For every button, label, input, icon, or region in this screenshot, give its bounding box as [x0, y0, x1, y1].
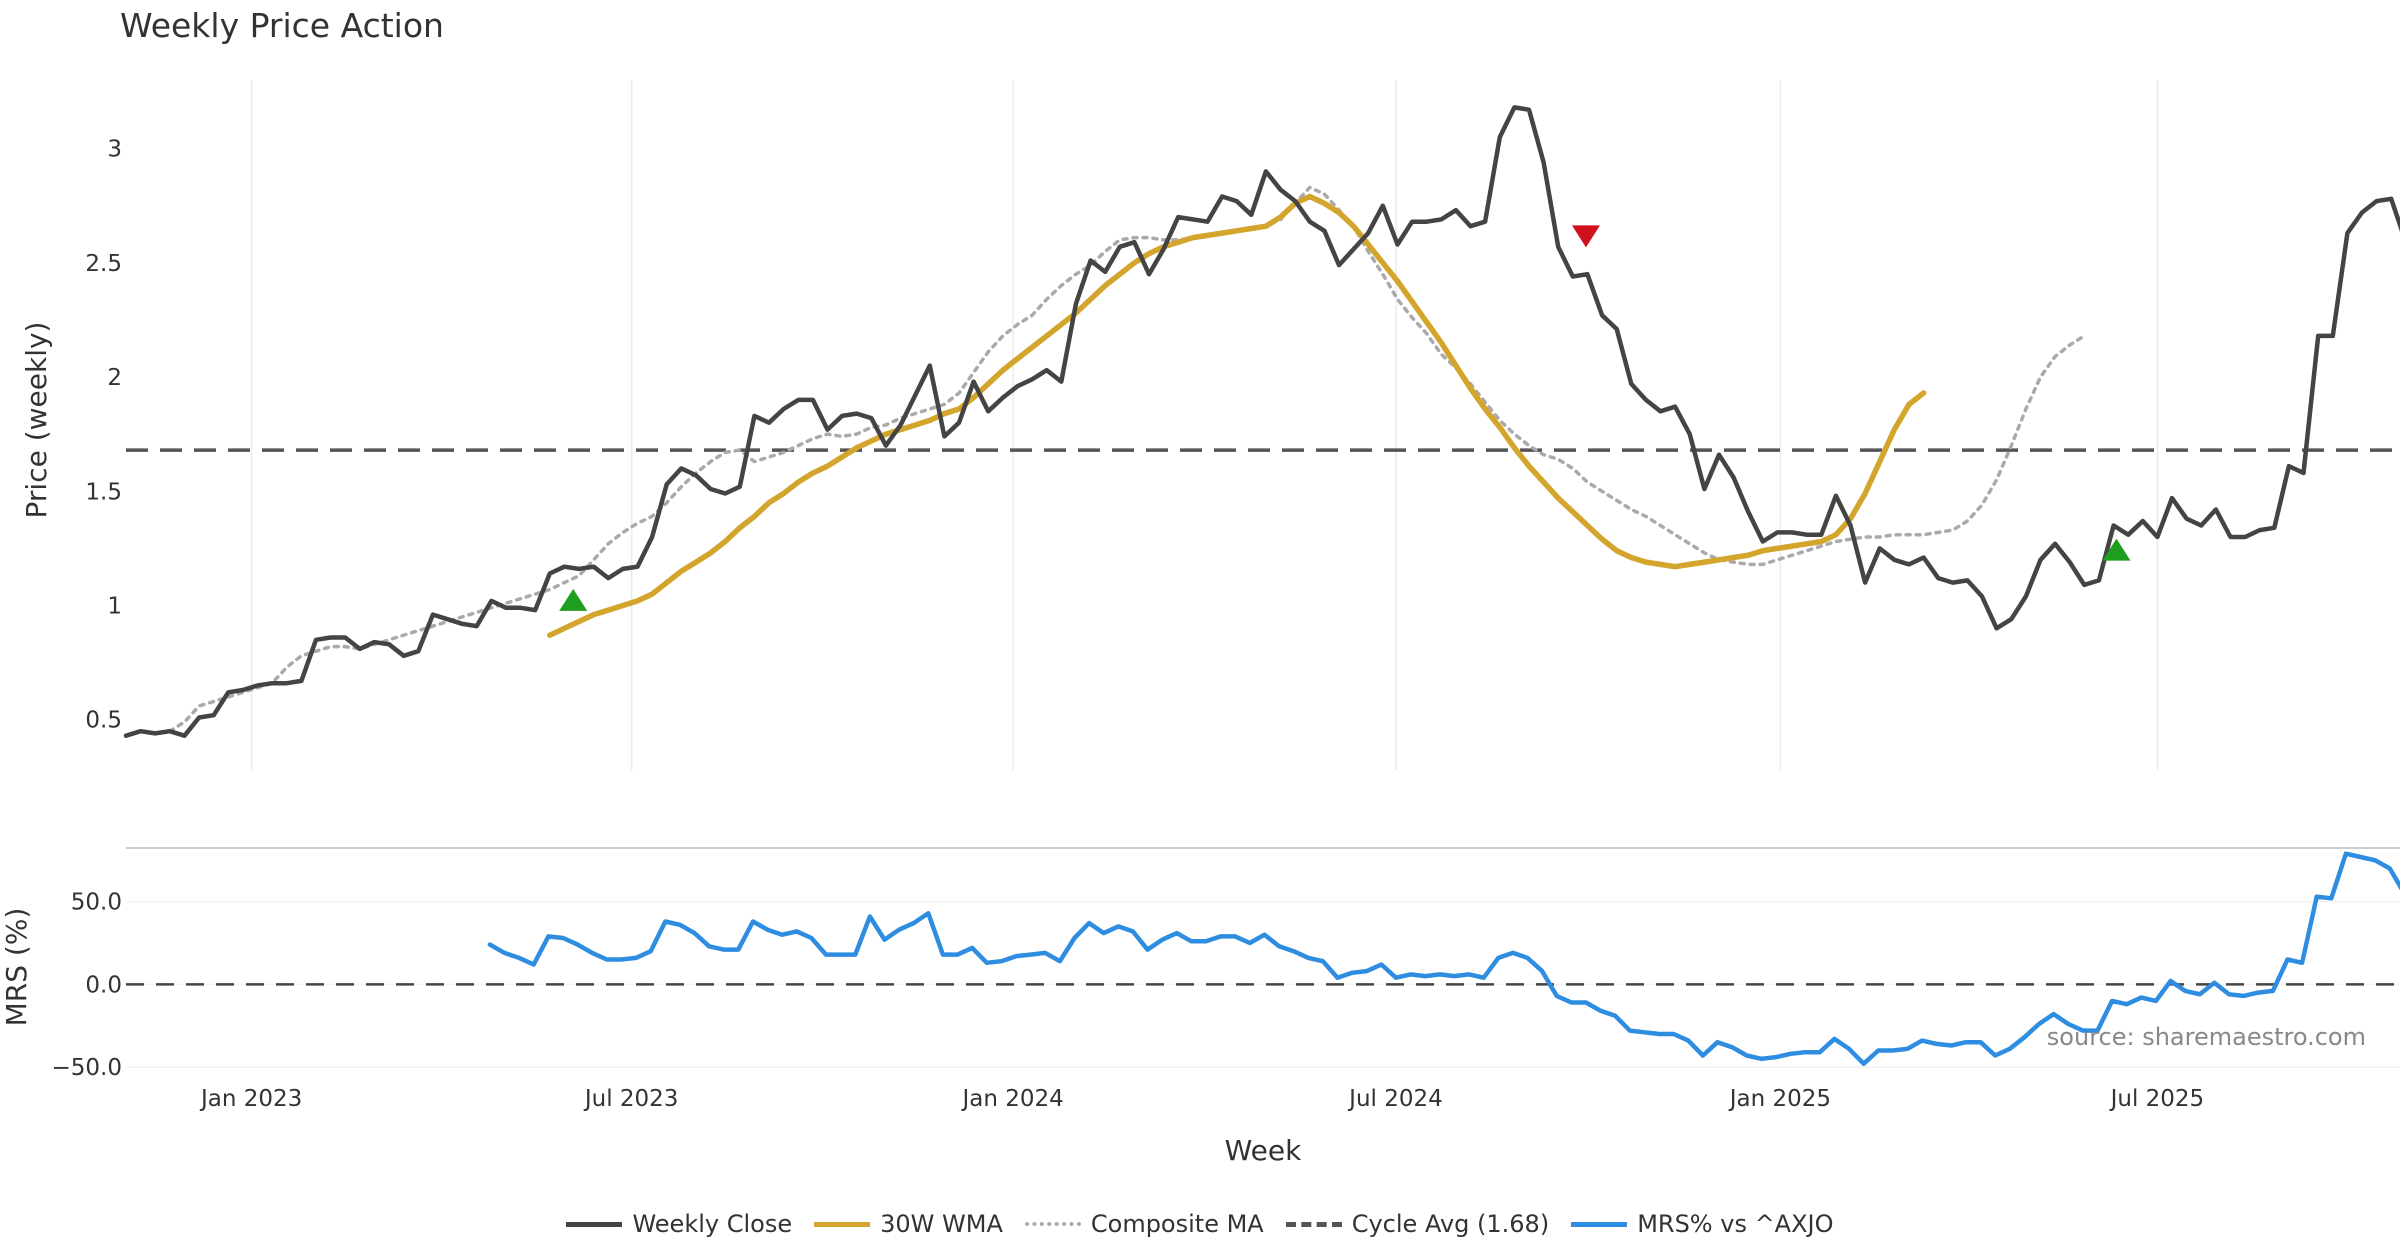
- chart-title: Weekly Price Action: [120, 6, 444, 45]
- mrs-y-tick-label: 0.0: [85, 972, 122, 998]
- axis-layer: Jan 2023 Jul 2023 Jan 2024 Jul 2024 Jan 2025…: [0, 137, 2366, 1167]
- x-tick-label: Jan 2023: [199, 1086, 302, 1112]
- legend-item: MRS% vs ^AXJO: [1571, 1210, 1834, 1238]
- legend-label: MRS% vs ^AXJO: [1637, 1210, 1834, 1238]
- wma-30w-line: [547, 193, 1927, 638]
- x-tick-label: Jul 2025: [2109, 1086, 2205, 1112]
- source-annotation: source: sharemaestro.com: [2047, 1023, 2366, 1051]
- price-y-tick-label: 2: [107, 365, 122, 391]
- mrs-line: [487, 851, 2400, 1066]
- legend-label: Composite MA: [1090, 1210, 1264, 1238]
- mrs-y-tick-label: −50.0: [52, 1055, 122, 1081]
- sell-signal-marker: [1571, 225, 1600, 248]
- weekly-close-line: [123, 105, 2400, 738]
- legend-item: Cycle Avg (1.68): [1285, 1210, 1550, 1238]
- price-y-tick-label: 2.5: [85, 251, 122, 277]
- legend-item: Composite MA: [1024, 1210, 1264, 1238]
- legend-item: Weekly Close: [566, 1210, 792, 1238]
- price-y-tick-label: 1.5: [85, 479, 122, 505]
- legend: Weekly Close 30W WMA Composite MA Cycle Avg…: [0, 1210, 2400, 1238]
- mrs-y-axis-title: MRS (%): [0, 908, 33, 1027]
- legend-swatch: [1571, 1221, 1628, 1227]
- buy-signal-marker: [2102, 538, 2131, 561]
- legend-label: Cycle Avg (1.68): [1351, 1210, 1550, 1238]
- x-tick-label: Jul 2023: [583, 1086, 679, 1112]
- x-tick-label: Jan 2025: [1728, 1086, 1831, 1112]
- legend-swatch: [814, 1221, 871, 1227]
- price-y-tick-label: 3: [107, 137, 122, 163]
- mrs-y-tick-label: 50.0: [71, 890, 122, 916]
- legend-swatch: [1285, 1221, 1342, 1227]
- price-panel: [123, 105, 2400, 738]
- x-tick-label: Jul 2024: [1347, 1086, 1443, 1112]
- legend-swatch: [566, 1221, 623, 1227]
- legend-label: Weekly Close: [632, 1210, 793, 1238]
- legend-item: 30W WMA: [814, 1210, 1003, 1238]
- x-tick-label: Jan 2024: [960, 1086, 1063, 1112]
- price-y-tick-label: 1: [107, 593, 122, 619]
- mrs-panel: [126, 851, 2400, 1066]
- buy-signal-marker: [559, 588, 588, 611]
- legend-label: 30W WMA: [880, 1210, 1003, 1238]
- price-y-tick-label: 0.5: [85, 708, 122, 734]
- x-axis-title: Week: [1225, 1134, 1302, 1167]
- legend-swatch: [1024, 1222, 1081, 1226]
- price-y-axis-title: Price (weekly): [20, 322, 53, 519]
